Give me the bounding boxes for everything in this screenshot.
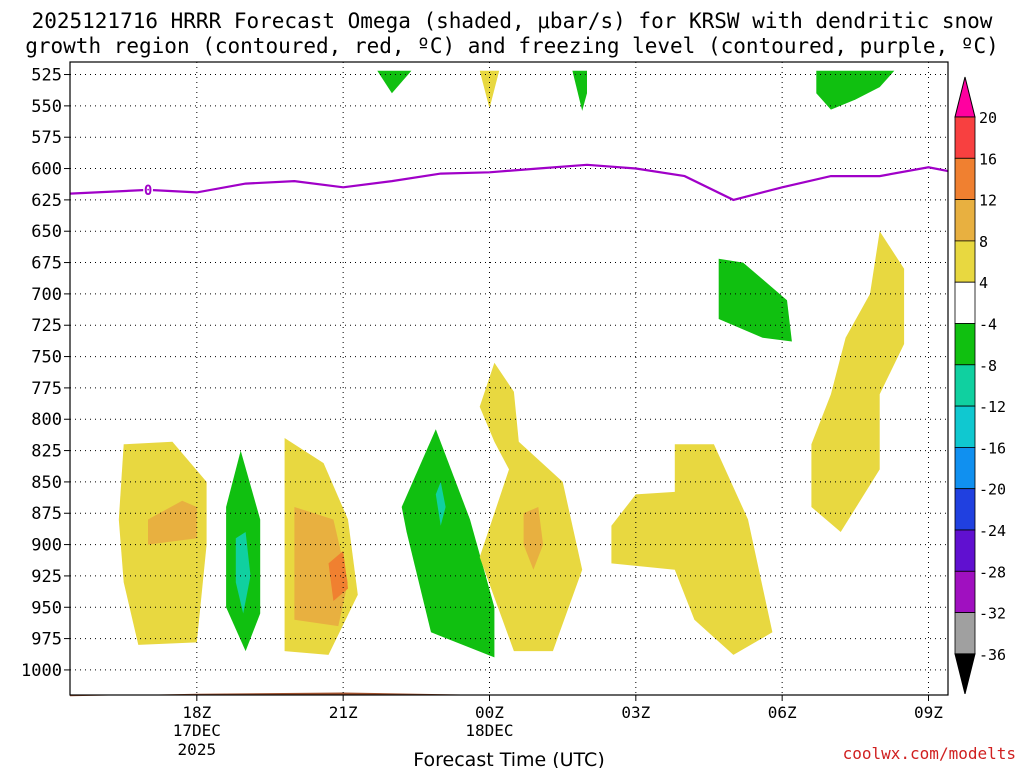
colorbar-label: -12 [979, 398, 1006, 416]
colorbar-swatch [954, 446, 976, 490]
y-tick-label: 575 [31, 128, 62, 148]
colorbar-arrow-bottom [954, 653, 976, 695]
y-tick-label: 650 [31, 222, 62, 242]
y-tick-label: 725 [31, 316, 62, 336]
omega-region [435, 481, 446, 526]
chart-title-line-2: growth region (contoured, red, ºC) and f… [25, 34, 999, 58]
colorbar-swatch [954, 612, 976, 655]
y-tick-label: 700 [31, 285, 62, 305]
y-tick-label: 1000 [21, 661, 62, 681]
colorbar-swatch [954, 157, 976, 201]
colorbar-label: 8 [979, 233, 988, 251]
omega-region [718, 258, 792, 342]
x-tick-sublabel: 18DEC [465, 721, 513, 740]
colorbar-swatch [954, 281, 976, 324]
colorbar-label: 12 [979, 192, 997, 210]
omega-shading [70, 70, 948, 697]
omega-region [479, 362, 583, 652]
colorbar-swatch [954, 323, 976, 366]
x-tick-label: 06Z [768, 703, 797, 722]
x-tick-sublabel: 2025 [178, 740, 217, 759]
omega-region [148, 500, 197, 545]
y-tick-label: 550 [31, 97, 62, 117]
colorbar-swatch [954, 488, 976, 531]
omega-region [816, 70, 895, 110]
colorbar-arrow-top [954, 76, 976, 118]
contour-lines: 0 [69, 163, 949, 202]
y-tick-label: 950 [31, 598, 62, 618]
colorbar-swatch [954, 364, 976, 407]
colorbar-swatch [954, 529, 976, 572]
colorbar-label: -32 [979, 605, 1006, 623]
y-tick-label: 875 [31, 504, 62, 524]
y-tick-label: 600 [31, 160, 62, 180]
y-tick-label: 900 [31, 536, 62, 556]
x-tick-label: 00Z [475, 703, 504, 722]
colorbar-swatch [954, 116, 976, 159]
x-tick-sublabel: 17DEC [173, 721, 221, 740]
x-tick-label: 21Z [329, 703, 358, 722]
colorbar-label: -28 [979, 563, 1006, 581]
y-tick-label: 675 [31, 254, 62, 274]
x-tick-label: 03Z [621, 703, 650, 722]
omega-region [328, 550, 348, 601]
freezing-level-label: 0 [144, 183, 152, 199]
credit-text[interactable]: coolwx.com/modelts [842, 744, 1016, 763]
colorbar-label: -20 [979, 481, 1006, 499]
colorbar-label: 4 [979, 274, 988, 292]
colorbar: 20 16 12 8 4 -4 -8 -12 -16 -20 -24 -28 -32 -36 [954, 76, 1006, 695]
axes: 525 550 575 600 625 650 675 700 725 750 775 800 825 8… [21, 61, 949, 768]
colorbar-label: 20 [979, 109, 997, 127]
colorbar-label: -8 [979, 357, 997, 375]
colorbar-label: -36 [979, 646, 1006, 664]
y-tick-label: 525 [31, 66, 62, 86]
omega-region [572, 70, 587, 111]
y-tick-label: 625 [31, 191, 62, 211]
omega-region [118, 441, 207, 645]
y-tick-label: 800 [31, 410, 62, 430]
x-tick-label: 18Z [182, 703, 211, 722]
terrain-fill [70, 692, 948, 697]
colorbar-swatch [954, 570, 976, 613]
y-tick-label: 850 [31, 473, 62, 493]
omega-region [523, 507, 544, 570]
colorbar-swatch [954, 405, 976, 448]
freezing-level-line [69, 163, 949, 202]
colorbar-swatch [954, 240, 976, 283]
colorbar-label: -4 [979, 316, 997, 334]
y-tick-label: 775 [31, 379, 62, 399]
colorbar-label: 16 [979, 150, 997, 168]
plot-frame [69, 61, 949, 696]
y-tick-label: 825 [31, 442, 62, 462]
y-tick-label: 925 [31, 567, 62, 587]
colorbar-label: -16 [979, 439, 1006, 457]
omega-region [479, 70, 500, 109]
y-tick-label: 750 [31, 348, 62, 368]
colorbar-swatch [954, 199, 976, 242]
x-axis-label: Forecast Time (UTC) [413, 749, 604, 768]
omega-region [235, 532, 251, 614]
omega-region [811, 231, 905, 532]
colorbar-label: -24 [979, 522, 1006, 540]
omega-region [611, 444, 773, 655]
x-tick-label: 09Z [914, 703, 943, 722]
y-tick-label: 975 [31, 630, 62, 650]
chart-title-line-1: 2025121716 HRRR Forecast Omega (shaded, … [31, 9, 993, 33]
omega-region [401, 429, 495, 658]
omega-region [377, 70, 412, 94]
